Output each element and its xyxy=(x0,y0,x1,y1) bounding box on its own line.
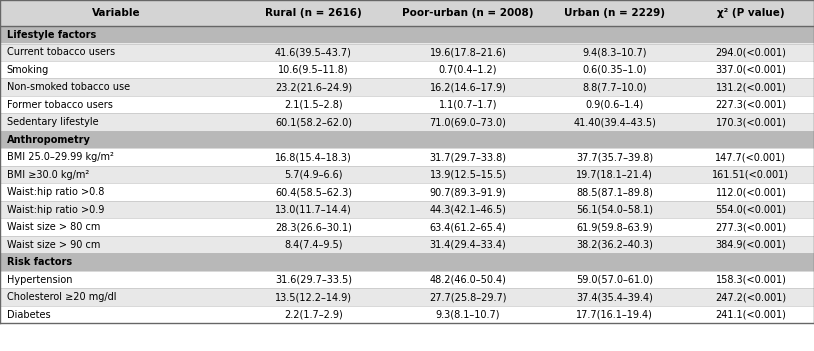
Text: 60.4(58.5–62.3): 60.4(58.5–62.3) xyxy=(275,187,352,197)
Text: Hypertension: Hypertension xyxy=(7,275,72,285)
Text: 337.0(<0.001): 337.0(<0.001) xyxy=(716,65,786,75)
Bar xyxy=(0,0,814,26)
Text: 2.1(1.5–2.8): 2.1(1.5–2.8) xyxy=(284,100,343,110)
Text: 5.7(4.9–6.6): 5.7(4.9–6.6) xyxy=(284,170,343,180)
Text: Waist size > 90 cm: Waist size > 90 cm xyxy=(7,240,100,250)
Bar xyxy=(0,26,814,44)
Text: 227.3(<0.001): 227.3(<0.001) xyxy=(716,100,786,110)
Text: Waist size > 80 cm: Waist size > 80 cm xyxy=(7,222,100,232)
Text: 23.2(21.6–24.9): 23.2(21.6–24.9) xyxy=(275,82,352,92)
Text: 90.7(89.3–91.9): 90.7(89.3–91.9) xyxy=(430,187,506,197)
Bar xyxy=(0,236,814,253)
Text: 0.9(0.6–1.4): 0.9(0.6–1.4) xyxy=(585,100,644,110)
Text: 1.1(0.7–1.7): 1.1(0.7–1.7) xyxy=(439,100,497,110)
Text: 131.2(<0.001): 131.2(<0.001) xyxy=(716,82,786,92)
Text: 10.6(9.5–11.8): 10.6(9.5–11.8) xyxy=(278,65,348,75)
Text: 27.7(25.8–29.7): 27.7(25.8–29.7) xyxy=(429,292,507,302)
Bar xyxy=(0,148,814,166)
Text: Sedentary lifestyle: Sedentary lifestyle xyxy=(7,117,98,127)
Text: 247.2(<0.001): 247.2(<0.001) xyxy=(716,292,786,302)
Bar xyxy=(0,61,814,79)
Text: 9.4(8.3–10.7): 9.4(8.3–10.7) xyxy=(582,47,647,57)
Text: Former tobacco users: Former tobacco users xyxy=(7,100,112,110)
Text: Variable: Variable xyxy=(92,8,140,18)
Text: 8.4(7.4–9.5): 8.4(7.4–9.5) xyxy=(284,240,343,250)
Text: 17.7(16.1–19.4): 17.7(16.1–19.4) xyxy=(576,310,653,320)
Text: 37.7(35.7–39.8): 37.7(35.7–39.8) xyxy=(576,152,653,162)
Text: 294.0(<0.001): 294.0(<0.001) xyxy=(716,47,786,57)
Bar xyxy=(0,253,814,271)
Text: 19.6(17.8–21.6): 19.6(17.8–21.6) xyxy=(430,47,506,57)
Bar xyxy=(0,113,814,131)
Text: 41.40(39.4–43.5): 41.40(39.4–43.5) xyxy=(573,117,656,127)
Bar xyxy=(0,271,814,289)
Text: 13.9(12.5–15.5): 13.9(12.5–15.5) xyxy=(430,170,506,180)
Text: 31.6(29.7–33.5): 31.6(29.7–33.5) xyxy=(275,275,352,285)
Text: 9.3(8.1–10.7): 9.3(8.1–10.7) xyxy=(435,310,501,320)
Text: 241.1(<0.001): 241.1(<0.001) xyxy=(716,310,786,320)
Text: 41.6(39.5–43.7): 41.6(39.5–43.7) xyxy=(275,47,352,57)
Text: Lifestyle factors: Lifestyle factors xyxy=(7,30,96,40)
Text: 38.2(36.2–40.3): 38.2(36.2–40.3) xyxy=(576,240,653,250)
Text: 147.7(<0.001): 147.7(<0.001) xyxy=(716,152,786,162)
Text: 28.3(26.6–30.1): 28.3(26.6–30.1) xyxy=(275,222,352,232)
Bar xyxy=(0,184,814,201)
Text: 2.2(1.7–2.9): 2.2(1.7–2.9) xyxy=(284,310,343,320)
Text: 37.4(35.4–39.4): 37.4(35.4–39.4) xyxy=(576,292,653,302)
Text: Anthropometry: Anthropometry xyxy=(7,135,90,145)
Bar xyxy=(0,44,814,61)
Bar xyxy=(0,201,814,219)
Bar xyxy=(0,79,814,96)
Bar xyxy=(0,306,814,324)
Text: 112.0(<0.001): 112.0(<0.001) xyxy=(716,187,786,197)
Text: 13.5(12.2–14.9): 13.5(12.2–14.9) xyxy=(275,292,352,302)
Text: 0.6(0.35–1.0): 0.6(0.35–1.0) xyxy=(582,65,647,75)
Text: Smoking: Smoking xyxy=(7,65,49,75)
Text: 56.1(54.0–58.1): 56.1(54.0–58.1) xyxy=(576,205,653,215)
Bar xyxy=(0,96,814,113)
Text: 48.2(46.0–50.4): 48.2(46.0–50.4) xyxy=(430,275,506,285)
Text: 31.7(29.7–33.8): 31.7(29.7–33.8) xyxy=(430,152,506,162)
Text: 71.0(69.0–73.0): 71.0(69.0–73.0) xyxy=(430,117,506,127)
Text: Waist:hip ratio >0.8: Waist:hip ratio >0.8 xyxy=(7,187,104,197)
Text: 61.9(59.8–63.9): 61.9(59.8–63.9) xyxy=(576,222,653,232)
Bar xyxy=(0,131,814,148)
Text: Urban (n = 2229): Urban (n = 2229) xyxy=(564,8,665,18)
Bar xyxy=(0,219,814,236)
Text: 59.0(57.0–61.0): 59.0(57.0–61.0) xyxy=(576,275,653,285)
Text: 158.3(<0.001): 158.3(<0.001) xyxy=(716,275,786,285)
Text: 13.0(11.7–14.4): 13.0(11.7–14.4) xyxy=(275,205,352,215)
Text: Diabetes: Diabetes xyxy=(7,310,50,320)
Text: 16.2(14.6–17.9): 16.2(14.6–17.9) xyxy=(430,82,506,92)
Text: 88.5(87.1–89.8): 88.5(87.1–89.8) xyxy=(576,187,653,197)
Text: 277.3(<0.001): 277.3(<0.001) xyxy=(716,222,786,232)
Text: Current tobacco users: Current tobacco users xyxy=(7,47,115,57)
Text: 31.4(29.4–33.4): 31.4(29.4–33.4) xyxy=(430,240,506,250)
Text: Waist:hip ratio >0.9: Waist:hip ratio >0.9 xyxy=(7,205,104,215)
Text: 161.51(<0.001): 161.51(<0.001) xyxy=(712,170,790,180)
Text: Risk factors: Risk factors xyxy=(7,257,72,267)
Text: 0.7(0.4–1.2): 0.7(0.4–1.2) xyxy=(439,65,497,75)
Text: 170.3(<0.001): 170.3(<0.001) xyxy=(716,117,786,127)
Bar xyxy=(0,166,814,184)
Text: 8.8(7.7–10.0): 8.8(7.7–10.0) xyxy=(582,82,647,92)
Text: Poor-urban (n = 2008): Poor-urban (n = 2008) xyxy=(402,8,534,18)
Text: Cholesterol ≥20⁠ mg/dl: Cholesterol ≥20⁠ mg/dl xyxy=(7,292,116,302)
Text: 60.1(58.2–62.0): 60.1(58.2–62.0) xyxy=(275,117,352,127)
Text: Rural (n = 2616): Rural (n = 2616) xyxy=(265,8,361,18)
Text: χ² (P value): χ² (P value) xyxy=(717,8,785,18)
Text: 554.0(<0.001): 554.0(<0.001) xyxy=(716,205,786,215)
Text: 384.9(<0.001): 384.9(<0.001) xyxy=(716,240,786,250)
Text: 19.7(18.1–21.4): 19.7(18.1–21.4) xyxy=(576,170,653,180)
Bar xyxy=(0,289,814,306)
Text: 63.4(61.2–65.4): 63.4(61.2–65.4) xyxy=(430,222,506,232)
Text: 44.3(42.1–46.5): 44.3(42.1–46.5) xyxy=(430,205,506,215)
Text: BMI ≥30.0 kg/m²: BMI ≥30.0 kg/m² xyxy=(7,170,89,180)
Text: Non-smoked tobacco use: Non-smoked tobacco use xyxy=(7,82,129,92)
Text: BMI 25.0–29.99 kg/m²: BMI 25.0–29.99 kg/m² xyxy=(7,152,113,162)
Text: 16.8(15.4–18.3): 16.8(15.4–18.3) xyxy=(275,152,352,162)
